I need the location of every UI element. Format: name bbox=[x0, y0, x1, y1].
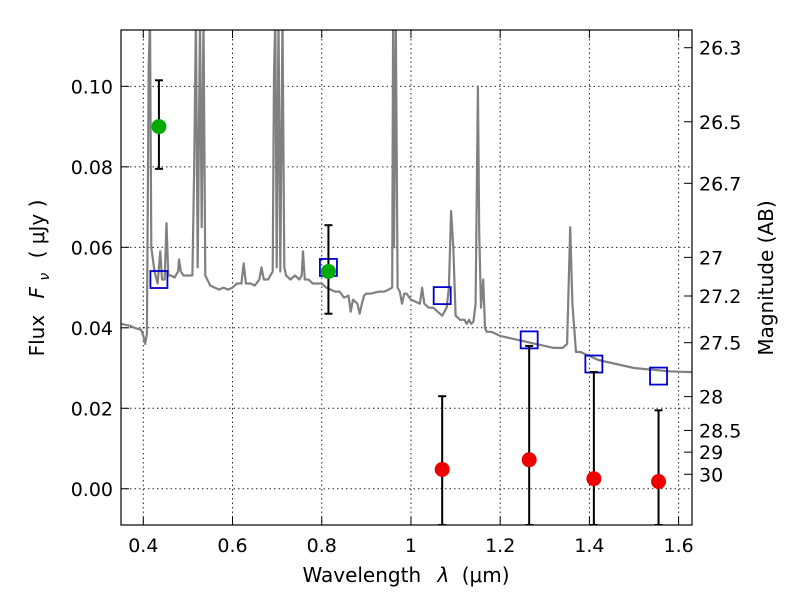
y-tick-label: 0.06 bbox=[71, 237, 113, 259]
x-axis-label: Wavelength λ (μm) bbox=[302, 563, 509, 587]
plot-frame bbox=[120, 29, 693, 526]
y-axis-label-symbol: F bbox=[25, 286, 49, 298]
model-flux-square bbox=[432, 286, 452, 306]
x-tick-label: 1.6 bbox=[664, 535, 694, 557]
x-axis-label-text: Wavelength bbox=[302, 563, 421, 587]
x-tick-label: 0.4 bbox=[128, 535, 158, 557]
model-flux-square bbox=[649, 366, 668, 386]
y2-tick-label: 26.3 bbox=[699, 38, 741, 60]
upper-limit-point bbox=[521, 452, 537, 468]
grid bbox=[121, 30, 692, 525]
y-axis-label-text: Flux bbox=[25, 315, 49, 357]
y2-tick-label: 28.5 bbox=[699, 420, 741, 442]
upper-limit-point bbox=[586, 471, 602, 487]
y2-tick-label: 27.2 bbox=[699, 286, 741, 308]
x-tick-label: 1.2 bbox=[485, 535, 515, 557]
y2-axis-label: Magnitude (AB) bbox=[754, 200, 778, 355]
plot-area bbox=[121, 30, 692, 525]
y2-tick-label: 27 bbox=[699, 247, 723, 269]
axis-ticks: 0.4 0.6 0.8 1 1.2 1.4 1.6 0.00 0.02 0.04 0.06 0.08 0… bbox=[71, 30, 741, 557]
model-flux-square bbox=[149, 270, 169, 289]
y2-tick-label: 27.5 bbox=[699, 333, 741, 355]
x-tick-label: 0.6 bbox=[217, 535, 247, 557]
y-axis-label-subscript: ν bbox=[37, 273, 53, 281]
y2-tick-label: 30 bbox=[699, 464, 723, 486]
y-axis-label-unit: ( μJy ) bbox=[25, 200, 49, 259]
y2-tick-label: 26.7 bbox=[699, 173, 741, 195]
x-tick-label: 0.8 bbox=[307, 535, 337, 557]
x-tick-label: 1.4 bbox=[574, 535, 604, 557]
y-tick-label: 0.10 bbox=[71, 76, 113, 98]
detection-point bbox=[320, 263, 336, 279]
upper-limit-point bbox=[651, 474, 667, 490]
detection-point bbox=[151, 119, 167, 135]
y2-tick-label: 26.5 bbox=[699, 112, 741, 134]
x-axis-label-symbol: λ bbox=[437, 563, 450, 587]
x-tick-label: 1 bbox=[405, 535, 417, 557]
model-spectrum-line bbox=[121, 30, 692, 374]
y-tick-label: 0.02 bbox=[71, 398, 113, 420]
y-tick-label: 0.04 bbox=[71, 318, 113, 340]
y2-tick-label: 28 bbox=[699, 387, 723, 409]
y-tick-label: 0.08 bbox=[71, 157, 113, 179]
upper-limit-point bbox=[434, 461, 450, 477]
y-tick-label: 0.00 bbox=[71, 479, 113, 501]
y-axis-label: Flux F ν ( μJy ) bbox=[25, 200, 54, 357]
x-axis-label-unit: (μm) bbox=[462, 563, 510, 587]
y2-tick-label: 29 bbox=[699, 442, 723, 464]
